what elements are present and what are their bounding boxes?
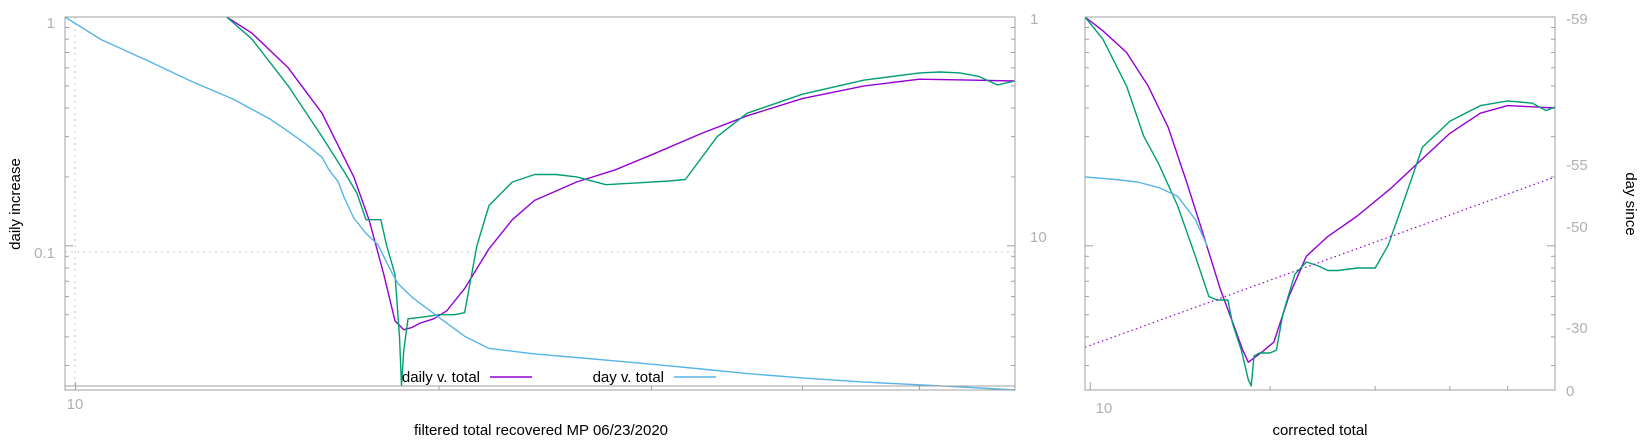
left-y-tick-1: 1 (47, 15, 55, 32)
right-series-line-green (1084, 16, 1556, 387)
legend-label-daily: daily v. total (402, 369, 480, 386)
right-panel: -59 -55 -50 -30 0 10 day since corrected… (1084, 11, 1639, 439)
left-series (64, 16, 1016, 391)
left-series-line-day-v-total (64, 16, 1016, 391)
right-y2-tick-55: -55 (1566, 157, 1588, 174)
left-series-line-daily-v-total (226, 16, 1016, 331)
right-y2-tick-59: -59 (1566, 11, 1588, 28)
right-series-line-daily-v-total (1084, 16, 1556, 363)
right-ticks (1085, 16, 1556, 390)
legend-label-day: day v. total (593, 369, 664, 386)
left-plot-border (64, 16, 1016, 391)
left-ticks (65, 16, 1016, 390)
right-series-line-day-v-total (1084, 176, 1208, 247)
left-series-line-green (226, 16, 1016, 387)
legend: daily v. total day v. total (402, 369, 716, 386)
left-y2-tick-10: 10 (1030, 229, 1047, 246)
right-plot-border (1084, 16, 1556, 391)
left-y-tick-0.1: 0.1 (34, 245, 55, 262)
left-panel: 1 0.1 1 10 10 daily increase filtered to… (7, 11, 1047, 439)
left-y-axis-label: daily increase (7, 158, 24, 250)
right-y2-tick-30: -30 (1566, 320, 1588, 337)
right-series (1084, 16, 1556, 387)
right-y2-tick-50: -50 (1566, 219, 1588, 236)
right-x-tick-10: 10 (1096, 400, 1113, 417)
right-x-axis-label: corrected total (1272, 422, 1367, 439)
left-x-tick-10: 10 (67, 396, 84, 413)
left-y2-tick-1: 1 (1030, 11, 1038, 28)
right-y-axis-label: day since (1622, 172, 1639, 235)
left-x-axis-label: filtered total recovered MP 06/23/2020 (414, 422, 668, 439)
right-series-line-trend (1084, 176, 1556, 348)
right-y2-tick-0: 0 (1566, 383, 1574, 400)
